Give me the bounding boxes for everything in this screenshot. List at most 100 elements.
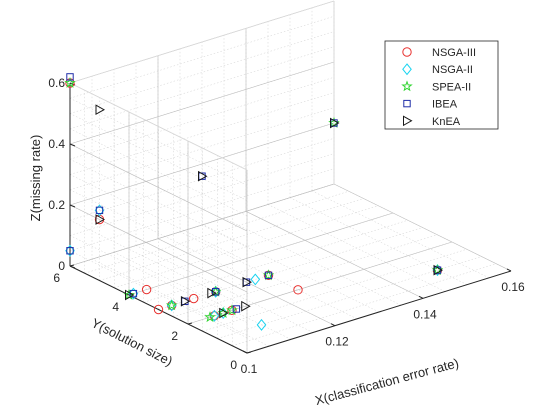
data-point-nsga-ii	[256, 318, 267, 331]
legend-marker-nsga-ii	[402, 63, 412, 76]
legend-item-ibea: IBEA	[403, 99, 458, 111]
box-edge	[69, 0, 335, 84]
z-tick-mark	[69, 265, 76, 269]
z-tick-mark	[69, 143, 76, 147]
legend-marker-spea-ii	[401, 80, 413, 92]
grid-line	[128, 212, 394, 296]
grid	[69, 0, 512, 354]
data-point-spea-ii	[64, 76, 76, 88]
data-point-nsga-ii	[250, 273, 261, 286]
data-point-ibea	[95, 206, 104, 215]
series-nsga-ii	[65, 204, 443, 331]
y-axis-line	[69, 265, 248, 354]
grid-line	[333, 183, 512, 272]
y-tick-mark	[246, 351, 252, 354]
x-tick-mark	[418, 295, 424, 299]
grid-line	[69, 61, 335, 145]
grid-line	[69, 16, 335, 99]
data-point-knea	[330, 117, 340, 129]
legend-item-nsga-iii: NSGA-III	[402, 47, 476, 59]
data-point-nsga-iii	[153, 304, 164, 315]
data-point-ibea	[264, 271, 273, 280]
grid-line	[187, 241, 453, 325]
data-point-spea-ii	[226, 304, 238, 316]
legend-label-spea-ii: SPEA-II	[432, 81, 471, 93]
legend-label-knea: KnEA	[432, 116, 461, 128]
legend-label-nsga-iii: NSGA-III	[432, 47, 476, 59]
data-point-knea	[180, 295, 191, 307]
grid-line	[69, 98, 248, 186]
x-tick-label: 0.16	[501, 280, 525, 294]
x-tick-mark	[506, 268, 512, 272]
data-point-knea	[219, 307, 229, 319]
data-point-knea	[433, 264, 444, 276]
data-point-nsga-iii	[189, 293, 199, 304]
data-point-ibea	[232, 305, 241, 313]
legend-item-knea: KnEA	[403, 115, 461, 128]
grid-line	[173, 234, 438, 317]
legend-marker-knea	[403, 115, 413, 127]
grid-line	[69, 128, 248, 216]
x-tick-label: 0.14	[413, 307, 437, 321]
data-point-nsga-ii	[209, 309, 220, 322]
data-point-nsga-iii	[293, 285, 303, 295]
data-point-knea	[125, 289, 135, 301]
grid-line	[69, 159, 248, 247]
data-point-knea	[198, 170, 208, 182]
legend-item-spea-ii: SPEA-II	[401, 80, 471, 93]
grid-line	[217, 256, 482, 339]
grid-line	[69, 122, 335, 206]
grid-line	[69, 250, 248, 338]
data-points	[64, 73, 444, 331]
z-axis-label: Z(missing rate)	[28, 135, 43, 222]
data-point-knea	[95, 104, 106, 116]
legend-marker-nsga-iii	[402, 47, 412, 57]
x-tick-mark	[242, 350, 248, 354]
x-tick-label: 0.1	[241, 362, 258, 376]
grid-line	[245, 211, 424, 299]
y-tick-label: 2	[171, 329, 178, 343]
grid-line	[201, 224, 380, 313]
y-tick-label: 0	[230, 358, 237, 372]
grid-line	[69, 174, 248, 262]
data-point-knea	[95, 214, 106, 225]
grid-line	[179, 231, 358, 320]
grid-line	[69, 143, 248, 232]
grid-line	[69, 168, 335, 251]
legend-item-nsga-ii: NSGA-II	[402, 63, 473, 76]
legend-label-ibea: IBEA	[432, 99, 458, 111]
x-axis-label: X(classification error rate)	[313, 355, 460, 408]
grid-line	[232, 263, 497, 346]
y-tick-mark	[187, 322, 193, 325]
z-tick-label: 0	[58, 259, 65, 273]
series-knea	[95, 104, 444, 319]
data-point-knea	[242, 276, 253, 288]
data-point-ibea	[66, 73, 74, 81]
grid-line	[91, 258, 270, 347]
z-tick-label: 0.2	[48, 198, 65, 212]
grid-line	[69, 204, 248, 293]
legend-label-nsga-ii: NSGA-II	[432, 64, 473, 76]
grid-line	[69, 235, 248, 323]
data-point-nsga-iii	[141, 284, 152, 295]
box-edge	[69, 82, 248, 171]
y-tick-label: 4	[112, 300, 119, 314]
data-point-knea	[241, 300, 251, 312]
data-point-spea-ii	[165, 299, 178, 311]
grid-line	[69, 189, 248, 277]
z-tick-label: 0.6	[48, 76, 65, 90]
grid-line	[69, 107, 335, 190]
x-tick-label: 0.12	[325, 335, 349, 349]
data-point-ibea	[66, 247, 74, 255]
grid-line	[135, 245, 314, 333]
grid-line	[157, 238, 336, 326]
x-tick-mark	[330, 323, 336, 327]
grid-line	[69, 153, 335, 236]
grid-line	[99, 198, 364, 281]
z-tick-label: 0.4	[48, 137, 65, 151]
grid-line	[69, 113, 248, 201]
grid-line	[69, 31, 335, 114]
grid-line	[69, 77, 335, 160]
